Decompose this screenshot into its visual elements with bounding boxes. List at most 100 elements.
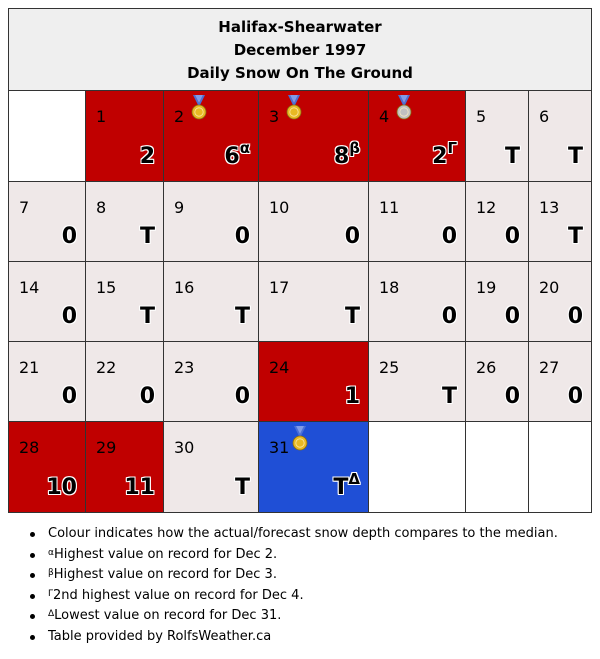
snow-depth-number: T	[441, 384, 457, 409]
empty-day-cell	[529, 422, 591, 512]
day-number: 8	[96, 198, 107, 217]
day-number: 22	[96, 358, 117, 377]
snow-depth-number: 0	[504, 384, 520, 409]
snow-depth-number: 0	[61, 384, 77, 409]
snow-depth-value: TΔ	[333, 472, 360, 501]
snow-depth-value: T	[442, 384, 457, 409]
day-number: 3	[269, 107, 280, 126]
snow-depth-value: T	[345, 304, 360, 329]
snow-depth-number: 0	[234, 384, 250, 409]
day-number: 2	[174, 107, 185, 126]
snow-depth-value: 11	[124, 475, 155, 500]
snow-depth-value: 0	[568, 384, 583, 409]
snow-depth-value: 1	[345, 384, 360, 409]
snow-depth-value: 0	[62, 304, 77, 329]
day-number: 15	[96, 278, 117, 297]
snow-depth-number: 11	[124, 475, 155, 500]
note-item: αHighest value on record for Dec 2.	[30, 545, 558, 566]
snow-depth-number: T	[139, 224, 155, 249]
day-number: 14	[19, 278, 40, 297]
day-number: 21	[19, 358, 40, 377]
snow-depth-number: 1	[344, 384, 360, 409]
snow-depth-value: 2	[140, 144, 155, 169]
day-number: 19	[476, 278, 497, 297]
snow-depth-value: 0	[505, 224, 520, 249]
snow-depth-number: 10	[46, 475, 77, 500]
note-text: Lowest value on record for Dec 31.	[54, 608, 282, 624]
day-cell: 23 0	[164, 342, 259, 422]
note-marker: Γ	[48, 588, 54, 599]
note-item: ΔLowest value on record for Dec 31.	[30, 606, 558, 627]
note-text: 2nd highest value on record for Dec 4.	[53, 587, 304, 603]
day-cell: 3 8β	[259, 91, 369, 182]
day-cell: 27 0	[529, 342, 591, 422]
day-number: 28	[19, 438, 40, 457]
snow-depth-number: 2	[432, 144, 448, 169]
snow-depth-value: T	[235, 304, 250, 329]
snow-depth-value: T	[140, 304, 155, 329]
snow-depth-number: 6	[224, 144, 240, 169]
note-text: Highest value on record for Dec 2.	[53, 546, 278, 562]
snow-depth-number: 0	[61, 304, 77, 329]
day-number: 29	[96, 438, 117, 457]
snow-depth-number: 0	[504, 224, 520, 249]
day-number: 13	[539, 198, 560, 217]
day-number: 24	[269, 358, 290, 377]
snow-depth-number: 2	[139, 144, 155, 169]
snow-depth-number: T	[234, 475, 250, 500]
day-cell: 20 0	[529, 262, 591, 342]
day-number: 23	[174, 358, 195, 377]
snow-depth-number: 0	[61, 224, 77, 249]
day-number: 4	[379, 107, 390, 126]
day-cell: 31 TΔ	[259, 422, 369, 512]
snow-depth-number: T	[344, 304, 360, 329]
snow-depth-number: 0	[567, 384, 583, 409]
snow-depth-value: 0	[235, 224, 250, 249]
snow-depth-number: 0	[567, 304, 583, 329]
snow-depth-value: 8β	[334, 141, 360, 170]
snow-depth-number: T	[567, 144, 583, 169]
day-number: 9	[174, 198, 185, 217]
snow-depth-value: 0	[568, 304, 583, 329]
calendar-subtitle: Daily Snow On The Ground	[187, 64, 413, 82]
day-cell: 21 0	[9, 342, 86, 422]
day-number: 30	[174, 438, 195, 457]
day-number: 26	[476, 358, 497, 377]
snow-depth-value: 2Γ	[432, 141, 457, 170]
day-cell: 15 T	[86, 262, 164, 342]
snow-depth-value: 0	[442, 304, 457, 329]
day-number: 10	[269, 198, 290, 217]
day-number: 5	[476, 107, 487, 126]
snow-depth-number: 0	[441, 224, 457, 249]
gold-medal-icon	[284, 95, 304, 121]
record-marker: α	[239, 139, 250, 157]
day-cell: 29 11	[86, 422, 164, 512]
day-cell: 30 T	[164, 422, 259, 512]
day-number: 7	[19, 198, 30, 217]
station-name: Halifax-Shearwater	[218, 18, 382, 36]
snow-depth-value: T	[235, 475, 250, 500]
day-number: 31	[269, 438, 290, 457]
gold-medal-icon	[290, 426, 310, 452]
note-item: Colour indicates how the actual/forecast…	[30, 524, 558, 545]
day-cell: 10 0	[259, 182, 369, 262]
day-cell: 22 0	[86, 342, 164, 422]
note-marker: α	[48, 547, 54, 558]
day-cell: 4 2Γ	[369, 91, 466, 182]
day-number: 17	[269, 278, 290, 297]
snow-depth-value: 0	[62, 384, 77, 409]
snow-depth-value: T	[568, 144, 583, 169]
month-title: December 1997	[233, 41, 367, 59]
snow-depth-number: 0	[441, 304, 457, 329]
day-cell: 2 6α	[164, 91, 259, 182]
day-cell: 11 0	[369, 182, 466, 262]
snow-depth-value: 0	[505, 384, 520, 409]
note-text: Highest value on record for Dec 3.	[53, 567, 277, 583]
day-number: 16	[174, 278, 195, 297]
snow-depth-number: 0	[139, 384, 155, 409]
day-cell: 18 0	[369, 262, 466, 342]
day-number: 25	[379, 358, 400, 377]
snow-depth-value: 6α	[224, 141, 250, 170]
